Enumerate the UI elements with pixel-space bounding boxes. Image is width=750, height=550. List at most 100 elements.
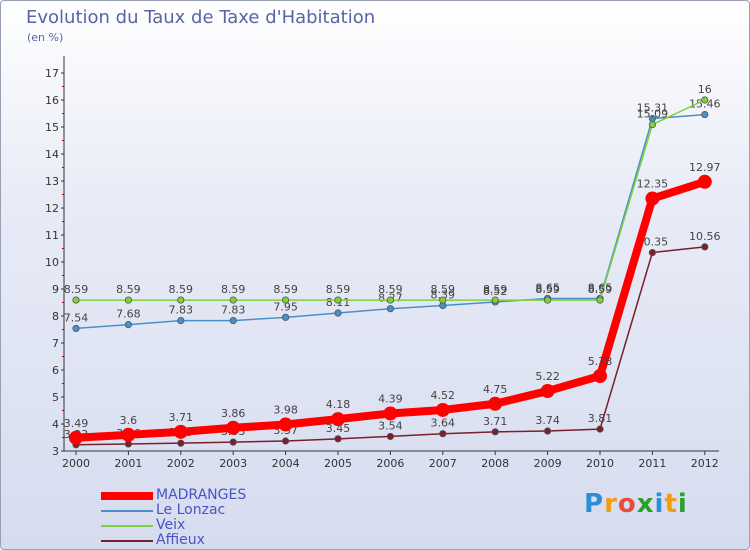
x-tick-label: 2005 [324,457,352,470]
data-label: 8.65 [535,281,560,294]
data-point [697,174,712,189]
data-point [281,313,290,321]
y-tick-label: 6 [52,364,59,377]
data-label: 7.83 [169,304,194,317]
data-point [648,120,657,129]
data-label: 3.71 [169,411,194,424]
data-point [386,432,394,441]
data-point [72,296,80,304]
data-point [645,191,660,206]
data-point [278,417,293,432]
y-tick-label: 5 [52,391,59,404]
data-label: 3.49 [64,417,89,430]
data-label: 15.31 [637,102,669,115]
data-label: 5.78 [588,355,613,368]
x-tick-label: 2008 [481,457,509,470]
logo-letter: i [677,489,688,519]
data-point [281,437,290,445]
legend-label: MADRANGES [156,487,247,503]
y-tick-label: 8 [52,310,59,323]
x-tick-label: 2006 [376,457,404,470]
data-label: 8.52 [483,285,508,298]
data-label: 3.54 [378,419,403,432]
proxiti-logo: Proxiti [584,489,688,519]
x-tick-label: 2012 [691,457,719,470]
data-point [383,406,398,421]
data-point [69,430,83,445]
data-label: 3.86 [221,407,246,420]
y-tick-label: 11 [45,229,59,242]
data-point [72,324,80,333]
data-label: 8.59 [169,283,194,296]
logo-letter: i [654,489,665,519]
legend-swatch [101,492,153,500]
data-label: 16 [698,83,712,96]
x-tick-label: 2004 [272,457,300,470]
data-label: 3.45 [326,422,351,435]
y-tick-label: 15 [45,121,59,134]
x-tick-label: 2000 [62,457,90,470]
data-label: 8.59 [221,283,246,296]
x-tick-label: 2010 [586,457,614,470]
data-label: 8.59 [431,283,456,296]
data-point [543,296,552,304]
data-label: 8.59 [116,283,141,296]
data-label: 8.59 [378,283,403,296]
legend-swatch [101,510,153,512]
data-label: 15.46 [689,98,721,111]
legend-swatch [101,540,153,542]
y-tick-label: 10 [45,256,59,269]
logo-letter: o [617,489,637,519]
logo-letter: P [584,489,605,519]
data-point [701,243,709,251]
x-tick-label: 2002 [167,457,195,470]
x-tick-label: 2001 [114,457,142,470]
data-label: 8.59 [326,283,351,296]
chart-subtitle: (en %) [27,31,64,44]
data-point [435,402,450,417]
logo-letter: r [604,489,618,519]
data-label: 15.09 [637,108,669,121]
data-point [177,296,185,304]
data-label: 7.83 [221,304,246,317]
data-label: 3.81 [588,412,613,425]
data-point [701,96,709,104]
data-point [334,435,342,443]
data-label: 12.97 [689,161,721,174]
data-point [229,438,237,446]
data-point [334,309,342,317]
y-tick-label: 9 [52,283,59,296]
data-point [596,296,604,304]
data-label: 12.35 [637,178,669,191]
data-label: 3.64 [431,417,456,430]
data-label: 3.98 [273,404,298,417]
data-label: 7.68 [116,308,141,321]
data-point [124,321,133,329]
data-point [226,420,241,435]
data-point [229,316,237,325]
x-tick-label: 2007 [429,457,457,470]
data-label: 8.59 [273,283,298,296]
legend-label: Le Lonzac [156,502,226,518]
data-point [386,296,394,304]
data-point [281,296,290,304]
data-label: 3.71 [483,415,508,428]
data-point [229,296,237,304]
y-tick-label: 17 [45,67,59,80]
x-tick-label: 2003 [219,457,247,470]
data-point [648,248,657,257]
data-point [491,428,499,436]
data-point [121,427,136,442]
y-tick-label: 16 [45,94,59,107]
data-label: 7.95 [273,300,298,313]
data-label: 4.52 [431,389,456,402]
series-line-veix [76,99,706,301]
logo-letter: x [636,489,655,519]
x-tick-label: 2011 [638,457,666,470]
data-point [543,427,552,435]
data-label: 5.22 [535,370,560,383]
data-label: 4.39 [378,392,403,405]
data-label: 8.59 [64,283,89,296]
